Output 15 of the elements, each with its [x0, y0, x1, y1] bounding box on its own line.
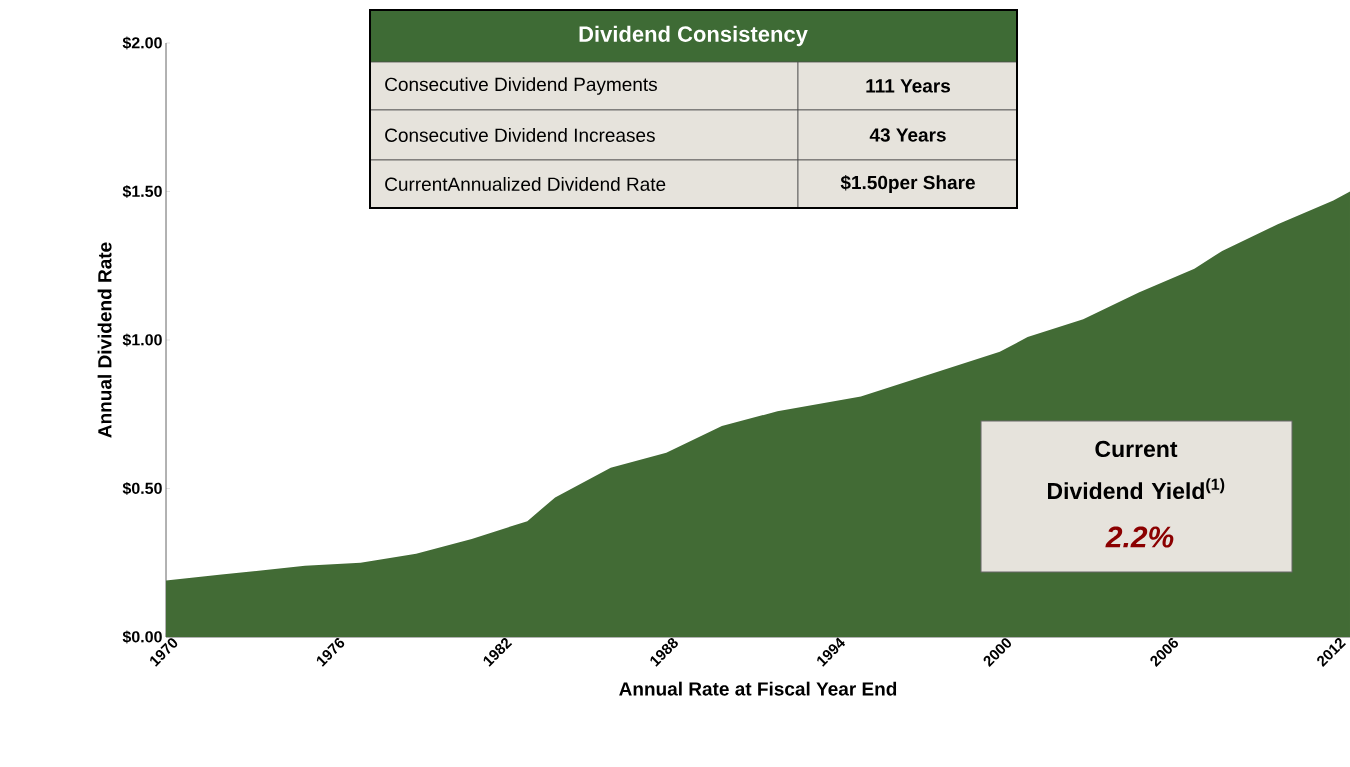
annotation: CurrentAnnualized Dividend Rate: [385, 177, 666, 191]
y-tick-label: $1.50: [122, 184, 162, 199]
annotation: 2.2%: [1105, 526, 1174, 548]
annotation: 111 Years: [866, 79, 951, 93]
y-tick-label: $2.00: [122, 36, 162, 50]
annotation: $1.50per Share: [840, 174, 975, 193]
annotation: Current Dividend Yield$^{(1)}$: [1048, 440, 1225, 500]
y-tick-label: $1.00: [122, 333, 162, 347]
annotation: Dividend Consistency: [579, 25, 808, 47]
x-axis-title: Annual Rate at Fiscal Year End: [619, 681, 897, 696]
annotation: 43 Years: [869, 128, 946, 142]
y-axis-title: Annual Dividend Rate: [97, 242, 112, 438]
annotation: Consecutive Dividend Payments: [385, 77, 657, 95]
y-tick-label: $0.50: [122, 481, 162, 496]
annotation: Consecutive Dividend Increases: [385, 128, 655, 142]
